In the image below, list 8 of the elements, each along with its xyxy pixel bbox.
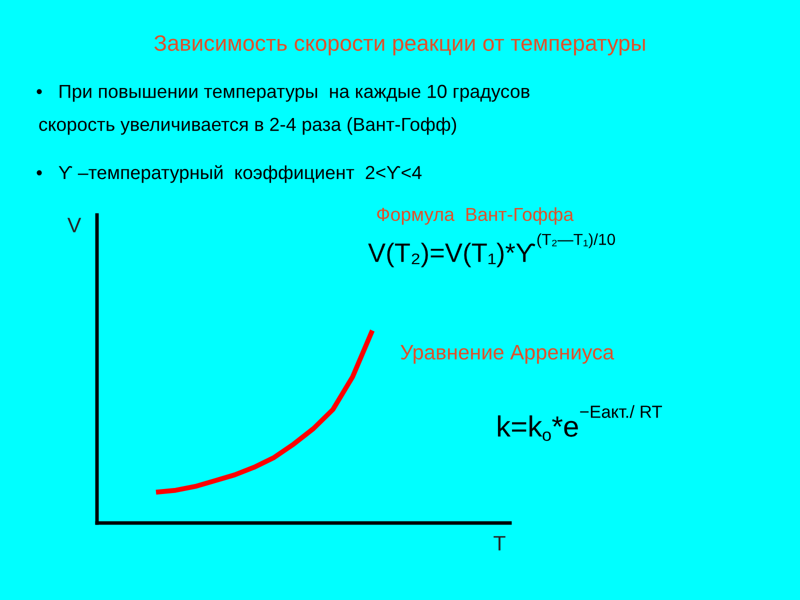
text: скорость увеличивается в 2-4 раза (Вант-Гофф): [39, 117, 456, 135]
text: • ϒ –температурный коэффициент 2<ϒ<4: [36, 165, 422, 183]
x-axis-title: T: [494, 536, 506, 550]
y-axis-title: V: [67, 218, 82, 232]
text: • При повышении температуры на каждые 10 градусов: [36, 84, 530, 102]
text: Формула Вант-Гоффа: [377, 207, 574, 225]
chart-title: Зависимость скорости реакции от температуры: [154, 35, 645, 56]
annotation: Уравнение Аррениуса: [400, 345, 614, 364]
